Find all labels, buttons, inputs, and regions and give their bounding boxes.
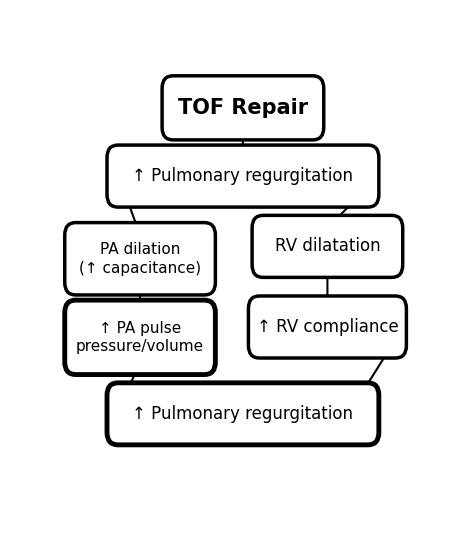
Text: PA dilation
(↑ capacitance): PA dilation (↑ capacitance)	[79, 242, 201, 275]
FancyBboxPatch shape	[107, 383, 379, 445]
Text: ↑ RV compliance: ↑ RV compliance	[256, 318, 398, 336]
FancyBboxPatch shape	[248, 296, 406, 358]
Text: ↑ Pulmonary regurgitation: ↑ Pulmonary regurgitation	[132, 405, 354, 423]
Text: ↑ Pulmonary regurgitation: ↑ Pulmonary regurgitation	[132, 167, 354, 185]
FancyBboxPatch shape	[65, 223, 215, 295]
FancyBboxPatch shape	[162, 76, 324, 140]
FancyBboxPatch shape	[252, 215, 403, 278]
Text: ↑ PA pulse
pressure/volume: ↑ PA pulse pressure/volume	[76, 321, 204, 354]
FancyBboxPatch shape	[107, 145, 379, 207]
Text: TOF Repair: TOF Repair	[178, 98, 308, 118]
Text: RV dilatation: RV dilatation	[274, 237, 380, 256]
FancyBboxPatch shape	[65, 300, 215, 375]
